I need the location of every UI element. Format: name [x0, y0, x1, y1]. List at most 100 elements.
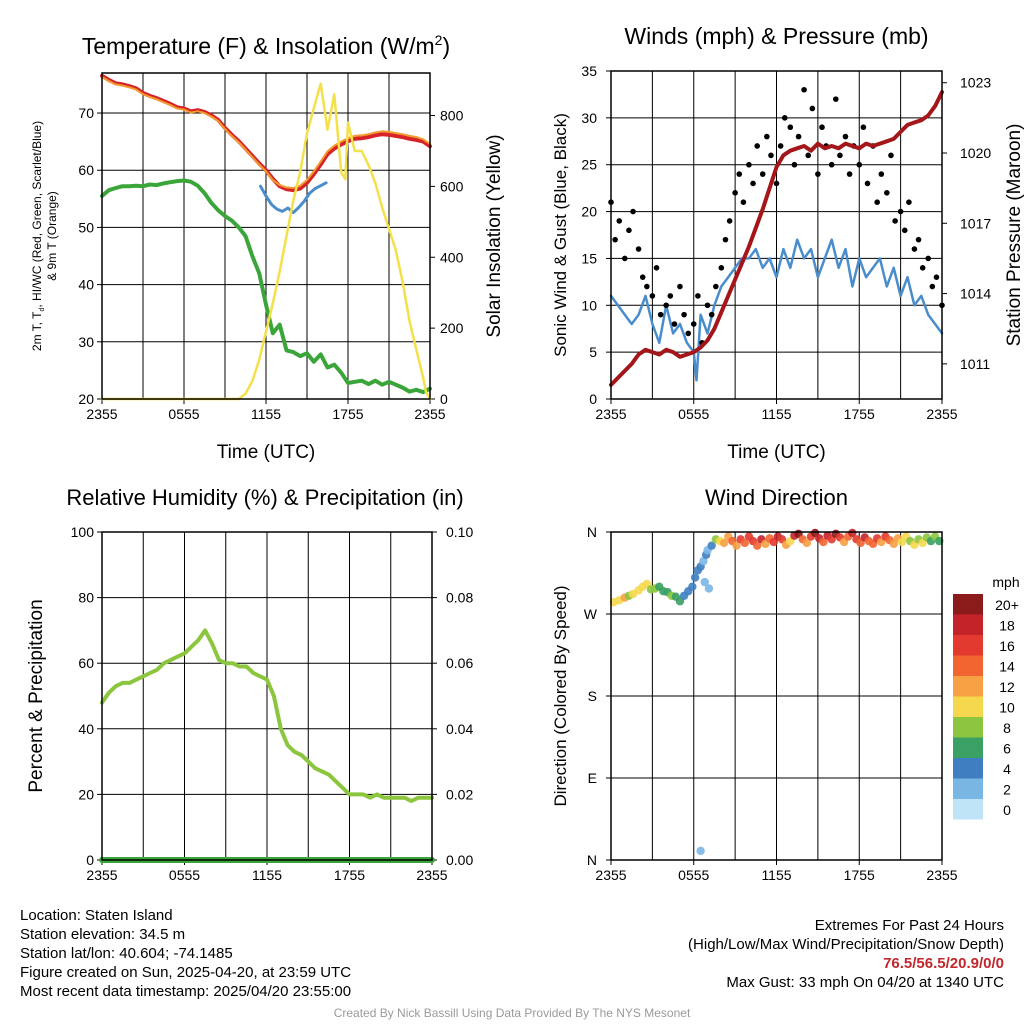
gust-point — [911, 246, 918, 252]
x-tick-label: 2355 — [86, 406, 117, 422]
chart-title: Relative Humidity (%) & Precipitation (i… — [66, 485, 463, 510]
x-tick-label: 0555 — [169, 867, 200, 883]
gust-point — [842, 133, 849, 140]
gust-point — [612, 236, 618, 243]
chart-title-script: 2 — [435, 32, 443, 48]
chart-title: Wind Direction — [705, 485, 848, 510]
y-tick-label: N — [587, 524, 597, 540]
gust-point — [644, 283, 650, 290]
legend-label: 10 — [999, 700, 1015, 716]
series-station-pressure — [609, 90, 944, 387]
x-tick-label: 1155 — [761, 867, 791, 883]
credit-line: Created By Nick Bassill Using Data Provi… — [333, 1006, 691, 1020]
gust-point — [718, 265, 725, 271]
gust-point — [846, 171, 853, 177]
legend-swatch — [953, 799, 983, 820]
gust-point — [681, 311, 687, 318]
y-axis-label: Sonic Wind & Gust (Blue, Black) — [551, 113, 570, 357]
y2-tick-label: 1023 — [960, 75, 991, 91]
y2-tick-label: 1011 — [960, 356, 990, 372]
legend-swatch — [953, 737, 983, 758]
direction-points — [609, 528, 944, 856]
y2-tick-label: 0.10 — [446, 524, 473, 540]
y-axis-label-line1-part: 2m T, T — [30, 311, 44, 351]
legend-swatch — [953, 655, 983, 676]
gust-point — [892, 218, 898, 224]
x-tick-label: 2355 — [595, 867, 626, 883]
legend-swatch — [953, 614, 983, 635]
extremes-subtitle: (High/Low/Max Wind/Precipitation/Snow De… — [688, 936, 1004, 953]
legend-swatch — [953, 635, 983, 656]
gust-point — [801, 86, 807, 93]
x-tick-label: 1155 — [252, 867, 282, 883]
x-tick-label: 2355 — [416, 867, 447, 883]
gust-point — [754, 143, 760, 149]
gust-point — [888, 152, 894, 159]
y2-tick-label: 600 — [440, 178, 464, 194]
direction-point — [752, 541, 762, 550]
gust-point — [860, 124, 867, 131]
legend-label: 14 — [999, 659, 1015, 675]
y-tick-label: 25 — [581, 157, 597, 173]
x-tick-label: 2355 — [595, 406, 626, 422]
legend-label: 0 — [1003, 802, 1011, 818]
x-tick-label: 0555 — [678, 406, 709, 422]
plot-frame — [101, 72, 431, 400]
series-dew-point — [100, 178, 432, 395]
series-gust-points — [608, 86, 945, 346]
gust-point — [759, 171, 766, 177]
y-axis-label-line1-script: d — [39, 308, 46, 312]
gust-point — [740, 199, 747, 205]
y-tick-label: 20 — [78, 786, 94, 802]
panel-3: 2355 0555 1155 1755 23550204060801000.000.02… — [26, 485, 473, 883]
y-tick-label: W — [584, 606, 598, 622]
y2-tick-label: 800 — [440, 108, 464, 124]
legend-label: 16 — [999, 638, 1015, 654]
y2-axis-label: Solar Insolation (Yellow) — [484, 134, 505, 337]
gust-point — [809, 105, 816, 112]
legend-label: 20+ — [995, 597, 1019, 613]
gust-point — [864, 180, 871, 187]
x-tick-label: 2355 — [86, 867, 117, 883]
y-tick-label: 30 — [581, 110, 597, 126]
station-elevation: Station elevation: 34.5 m — [20, 926, 186, 943]
legend-label: 4 — [1003, 761, 1011, 777]
direction-point — [690, 573, 700, 582]
chart-title-part: Temperature (F) & Insolation (W/m — [82, 33, 435, 59]
gust-point — [677, 283, 683, 290]
x-tick-label: 1755 — [334, 867, 365, 883]
legend-label: 12 — [999, 679, 1015, 695]
gust-point — [884, 190, 890, 196]
direction-point — [819, 537, 828, 547]
gust-point — [777, 143, 784, 149]
legend-title: mph — [992, 574, 1019, 590]
gust-point — [616, 218, 623, 224]
station-latlon: Station lat/lon: 40.604; -74.1485 — [20, 945, 233, 962]
x-tick-label: 1755 — [844, 406, 875, 422]
gust-point — [685, 330, 692, 337]
gust-point — [856, 161, 863, 168]
gust-point — [736, 171, 743, 177]
chart-title-part: ) — [442, 33, 450, 59]
y-tick-label: S — [588, 688, 597, 704]
y2-tick-label: 1020 — [960, 145, 991, 161]
direction-point — [700, 577, 709, 587]
legend-label: 6 — [1003, 741, 1011, 757]
series-heat-index-wind-chill — [259, 181, 328, 215]
x-tick-label: 2355 — [414, 406, 445, 422]
y2-axis-label: Station Pressure (Maroon) — [1004, 124, 1024, 347]
legend-swatch — [953, 676, 983, 697]
gust-point — [795, 133, 802, 140]
legend-swatch — [953, 717, 983, 738]
direction-point — [740, 538, 749, 548]
gust-point — [653, 265, 660, 271]
y-tick-label: 15 — [581, 250, 597, 266]
extremes-title: Extremes For Past 24 Hours — [814, 917, 1004, 934]
gust-point — [773, 180, 780, 187]
gust-point — [787, 124, 794, 131]
gust-point — [878, 171, 885, 177]
y2-tick-label: 0.06 — [446, 655, 473, 671]
gust-point — [635, 246, 642, 252]
gust-point — [901, 227, 908, 234]
